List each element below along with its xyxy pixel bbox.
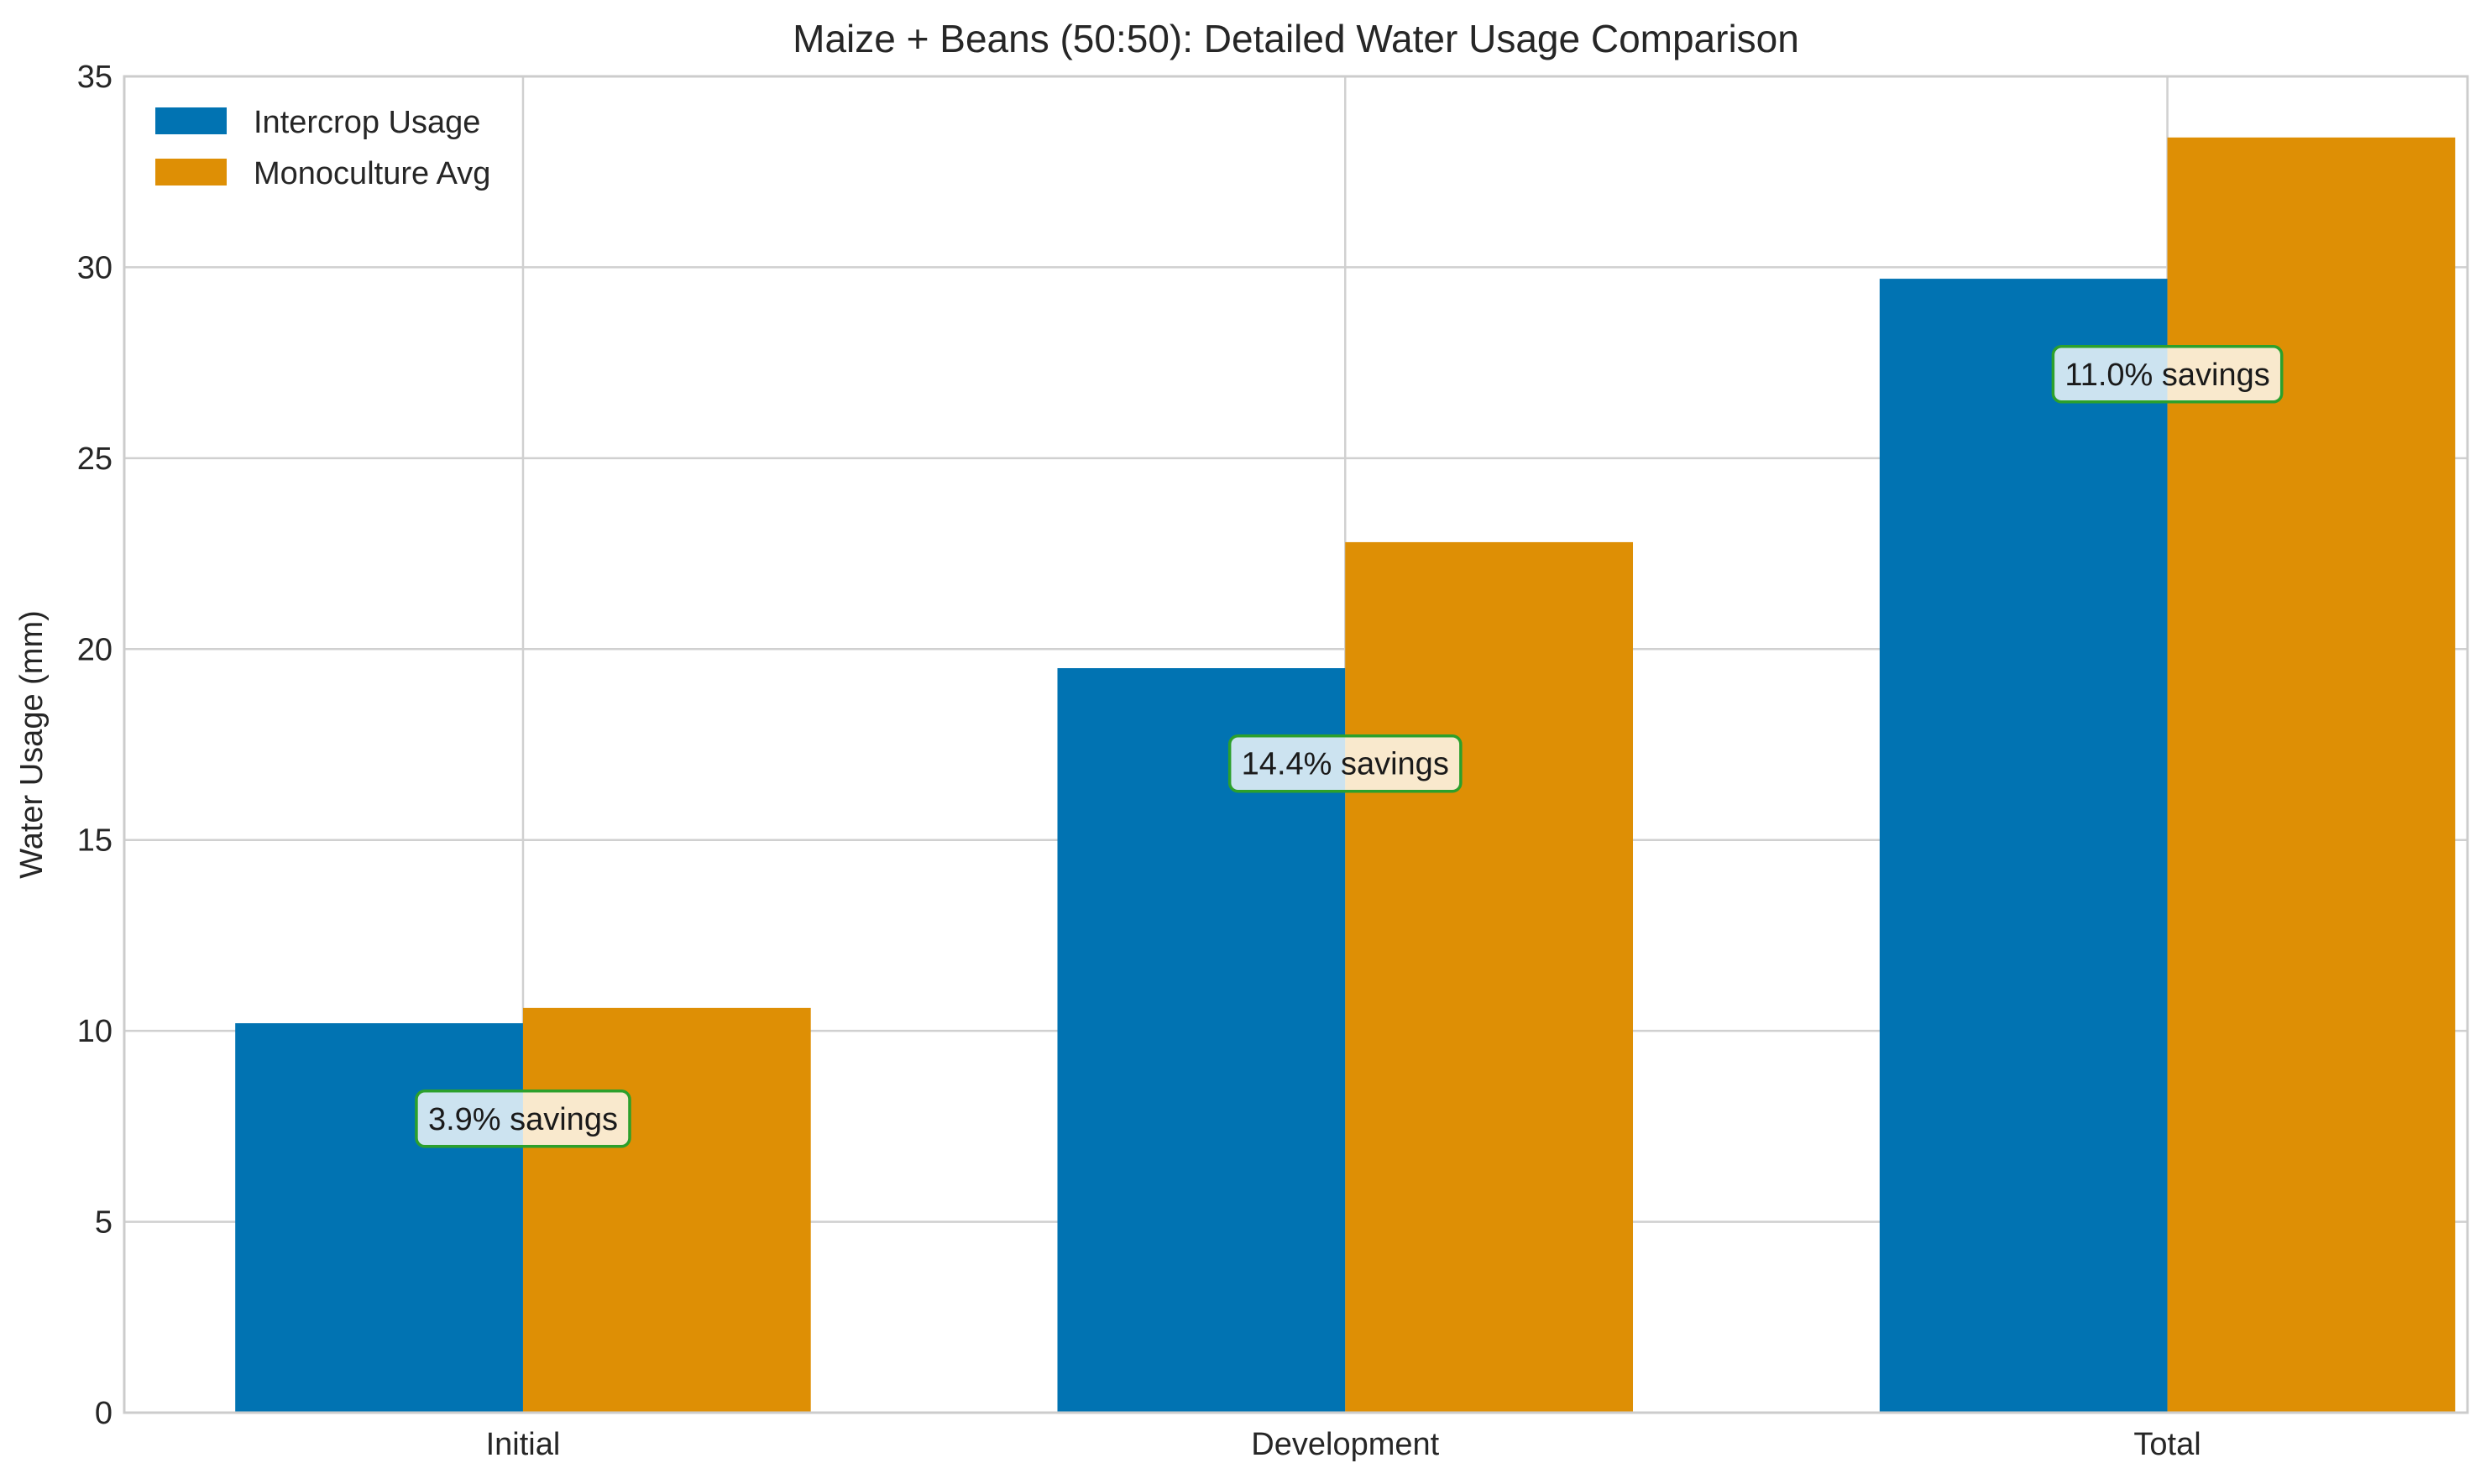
- annotation-box: [2051, 345, 2284, 404]
- legend-label: Monoculture Avg: [254, 156, 490, 191]
- bar-intercrop-usage-initial: [235, 1023, 523, 1413]
- chart-title: Maize + Beans (50:50): Detailed Water Us…: [793, 17, 1799, 60]
- y-tick-label: 0: [95, 1396, 113, 1431]
- legend: Intercrop Usage Monoculture Avg: [155, 105, 490, 191]
- legend-swatch: [155, 107, 227, 134]
- savings-annotation: 3.9% savings: [415, 1089, 631, 1148]
- annotation-box: [415, 1089, 631, 1148]
- y-tick-label: 10: [77, 1014, 113, 1049]
- annotation-text: 3.9% savings: [428, 1102, 618, 1137]
- x-tick-label: Initial: [486, 1427, 561, 1462]
- annotation-text: 14.4% savings: [1242, 747, 1449, 782]
- savings-annotation: 14.4% savings: [1227, 734, 1463, 793]
- y-axis-ticks: 0 5 10 15 20 25 30 35: [77, 60, 113, 1431]
- y-tick-label: 5: [95, 1205, 113, 1241]
- annotation-text: 11.0% savings: [2064, 358, 2269, 393]
- annotation-box: [1227, 734, 1463, 793]
- legend-swatch: [155, 159, 227, 186]
- y-tick-label: 25: [77, 442, 113, 477]
- x-tick-label: Development: [1251, 1427, 1439, 1462]
- y-tick-label: 15: [77, 823, 113, 859]
- plot-frame: [123, 75, 2469, 1414]
- legend-label: Intercrop Usage: [254, 105, 480, 140]
- y-tick-label: 35: [77, 60, 113, 95]
- y-axis-title: Water Usage (mm): [14, 610, 50, 879]
- y-tick-label: 30: [77, 250, 113, 285]
- y-tick-label: 20: [77, 632, 113, 667]
- bar-monoculture-avg-initial: [522, 1007, 811, 1413]
- annotations: 3.9% savings 14.4% savings 11.0% savings: [415, 345, 2284, 1148]
- savings-annotation: 11.0% savings: [2051, 345, 2284, 404]
- bar-intercrop-usage-total: [1879, 279, 2168, 1413]
- bar-monoculture-avg-development: [1345, 541, 1634, 1413]
- bar-monoculture-avg-total: [2167, 137, 2456, 1413]
- x-axis-ticks: Initial Development Total: [486, 1427, 2201, 1462]
- x-tick-label: Total: [2133, 1427, 2201, 1462]
